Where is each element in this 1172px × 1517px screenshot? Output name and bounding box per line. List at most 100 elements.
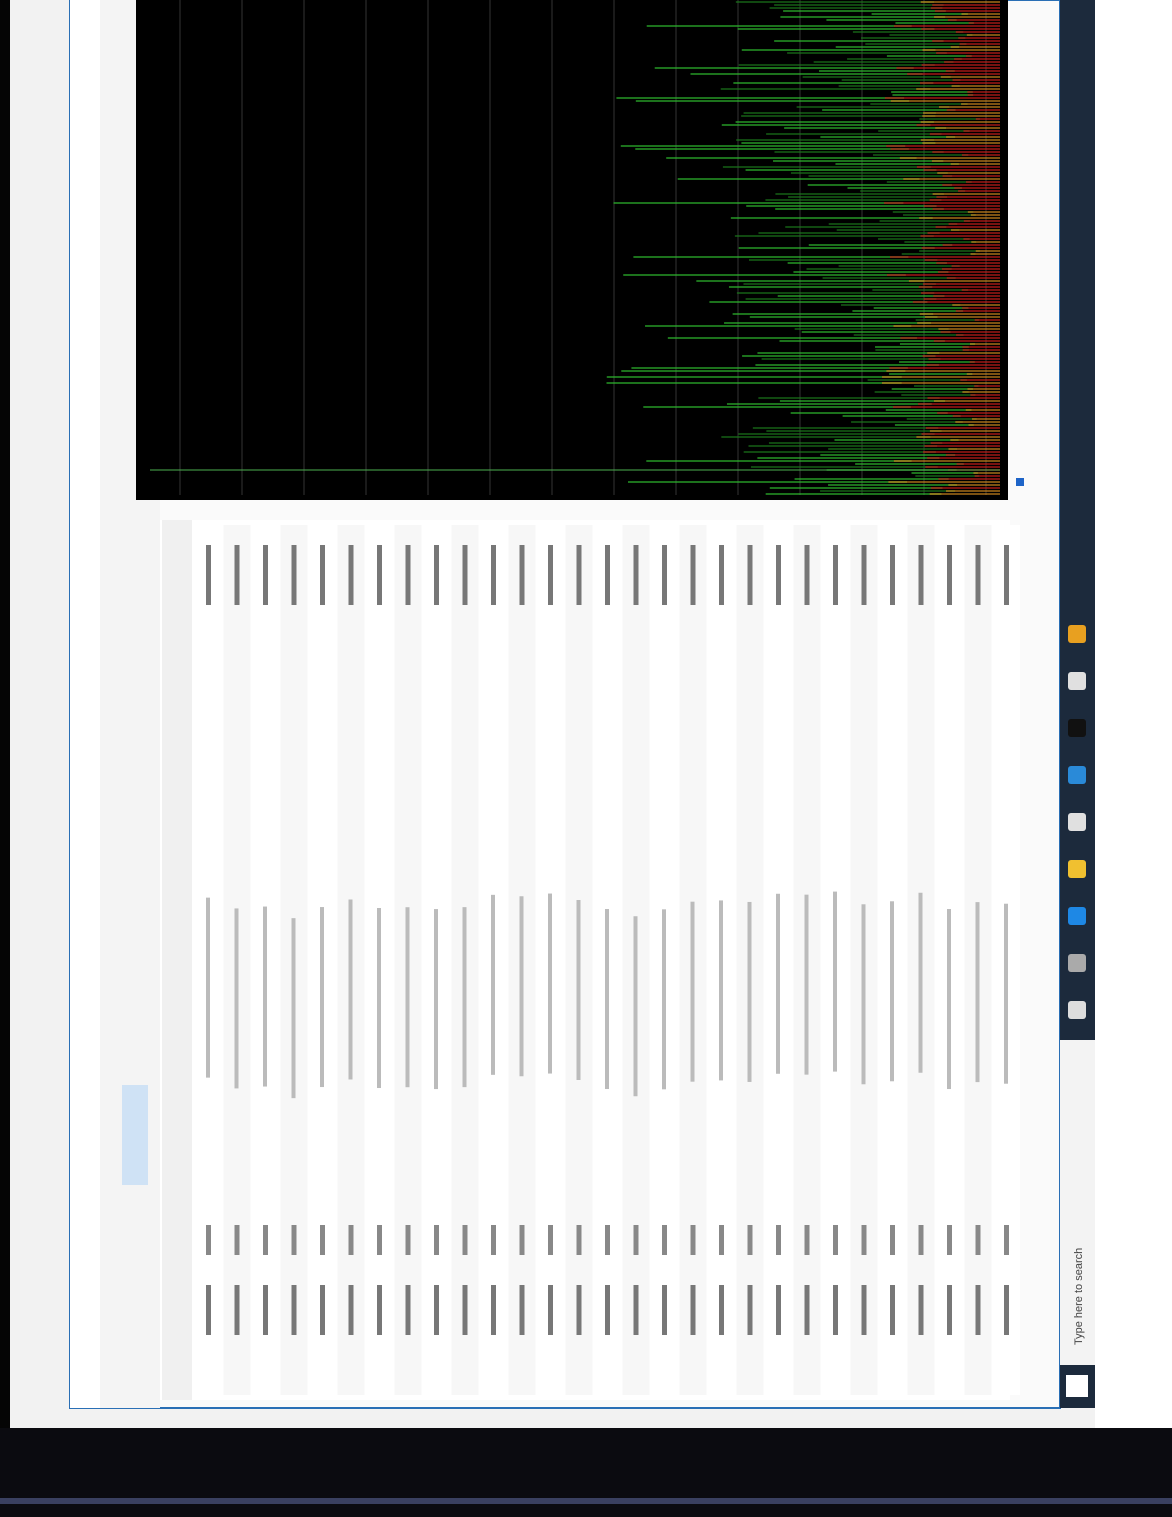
cell: [747, 1225, 753, 1255]
cell: [462, 1225, 468, 1255]
cell: [405, 1225, 411, 1255]
cell: [690, 1225, 696, 1255]
cell: [947, 909, 951, 1090]
cell: [263, 545, 268, 605]
cell: [291, 1285, 297, 1335]
cell: [405, 907, 410, 1088]
cell: [633, 545, 639, 605]
search-placeholder: Type here to search: [1073, 1248, 1085, 1345]
cell: [719, 545, 724, 605]
cell: [690, 901, 695, 1082]
cell: [548, 545, 553, 605]
cell: [776, 893, 780, 1074]
cell: [890, 545, 895, 605]
cell: [377, 1285, 382, 1335]
cell: [947, 1285, 952, 1335]
cell: [320, 907, 324, 1088]
bezel-edge: [0, 1498, 1172, 1504]
cell: [234, 1285, 240, 1335]
cell: [434, 909, 438, 1090]
cell: [1004, 545, 1009, 605]
cell: [291, 918, 296, 1099]
cell: [633, 916, 638, 1097]
cell: [291, 1225, 297, 1255]
cell: [890, 1225, 895, 1255]
cell: [462, 1285, 468, 1335]
taskbar-icon: [1068, 672, 1086, 690]
cell: [690, 1285, 696, 1335]
cell: [491, 894, 495, 1075]
cell: [605, 1225, 610, 1255]
cell: [405, 545, 411, 605]
cell: [947, 1225, 952, 1255]
cell: [348, 545, 354, 605]
scroll-marker[interactable]: [1016, 478, 1024, 486]
cell: [890, 1285, 895, 1335]
cell: [434, 1285, 439, 1335]
cell: [348, 1285, 354, 1335]
cell: [434, 545, 439, 605]
cell: [491, 545, 496, 605]
cell: [833, 545, 838, 605]
cell: [234, 545, 240, 605]
cell: [519, 545, 525, 605]
cell: [918, 1285, 924, 1335]
cell: [377, 1225, 382, 1255]
taskbar-icons: [1068, 625, 1086, 1019]
cell: [491, 1225, 496, 1255]
cell: [690, 545, 696, 605]
cell: [348, 899, 353, 1080]
cell: [662, 545, 667, 605]
cell: [576, 900, 581, 1081]
cell: [719, 1285, 724, 1335]
cell: [861, 904, 866, 1085]
cell: [833, 1225, 838, 1255]
cell: [1004, 1285, 1009, 1335]
cell: [434, 1225, 439, 1255]
cell: [519, 896, 524, 1077]
cell: [263, 1285, 268, 1335]
cell: [1004, 1225, 1009, 1255]
cell: [519, 1285, 525, 1335]
cell: [719, 900, 723, 1081]
spectrum-panel: [136, 0, 1008, 500]
cell: [605, 1285, 610, 1335]
cell: [776, 545, 781, 605]
taskbar-icon: [1068, 907, 1086, 925]
taskbar-icon: [1068, 954, 1086, 972]
cell: [320, 545, 325, 605]
taskbar-icon: [1068, 860, 1086, 878]
search-box[interactable]: [1060, 1040, 1095, 1365]
cell: [975, 902, 980, 1083]
cell: [747, 901, 752, 1082]
start-button[interactable]: [1066, 1375, 1088, 1397]
cell: [633, 1225, 639, 1255]
cell: [491, 1285, 496, 1335]
table-rows: [162, 520, 1020, 1400]
cell: [263, 906, 267, 1087]
cell: [320, 1285, 325, 1335]
taskbar-icon: [1068, 813, 1086, 831]
cell: [918, 545, 924, 605]
cell: [804, 1285, 810, 1335]
taskbar-icon: [1068, 625, 1086, 643]
cell: [405, 1285, 411, 1335]
cell: [548, 1285, 553, 1335]
cell: [890, 901, 894, 1082]
cell: [918, 892, 923, 1073]
cell: [947, 545, 952, 605]
title-bar: [70, 0, 100, 1408]
toolbar-active-button[interactable]: [122, 1085, 148, 1185]
cell: [548, 1225, 553, 1255]
cell: [234, 908, 239, 1089]
cell: [377, 545, 382, 605]
cell: [719, 1225, 724, 1255]
cell: [804, 545, 810, 605]
cell: [320, 1225, 325, 1255]
taskbar-icon: [1068, 1001, 1086, 1019]
cell: [234, 1225, 240, 1255]
cell: [519, 1225, 525, 1255]
cell: [633, 1285, 639, 1335]
cell: [833, 1285, 838, 1335]
